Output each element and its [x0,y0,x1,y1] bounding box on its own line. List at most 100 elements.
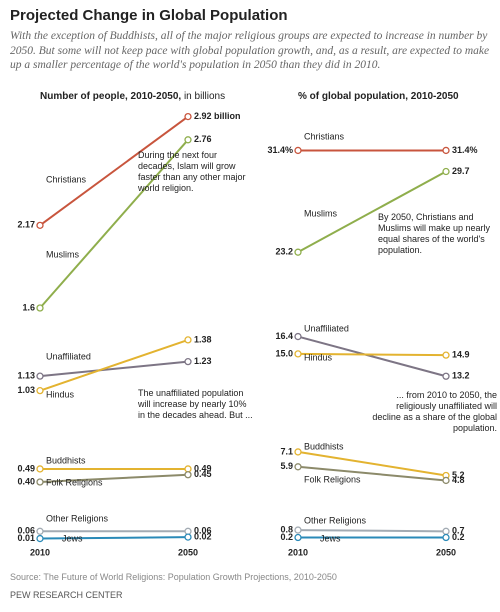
series-name: Other Religions [46,513,109,523]
panel-unit: in billions [184,91,225,102]
series-name: Jews [62,533,83,543]
value-label: 0.01 [17,533,35,543]
point [294,533,302,542]
panel-title: % of global population, 2010-2050 [298,91,459,102]
value-label: 29.7 [452,166,470,176]
value-label: 7.1 [280,446,293,456]
value-label: 0.49 [17,463,35,473]
value-label: 15.0 [275,348,293,358]
point [294,332,302,341]
point [36,527,44,535]
series-name: Christians [46,174,87,184]
point [184,527,192,535]
point [442,527,450,535]
panel-title-main: % of global population, 2010-2050 [298,91,459,102]
value-label: 5.2 [452,470,465,480]
value-label: 0.06 [17,526,35,536]
value-label: 1.13 [17,371,35,381]
series-name: Muslims [46,249,79,259]
point [184,112,192,121]
value-label: 1.23 [194,356,212,366]
point [442,533,450,542]
series-line [297,529,447,533]
annotation: By 2050, Christians and Muslims will mak… [378,212,491,255]
org: PEW RESEARCH CENTER [10,590,123,600]
point [36,534,44,543]
value-label: 16.4 [275,331,293,341]
series-line [297,352,447,357]
series-name: Muslims [304,208,337,218]
point [36,465,44,473]
value-label: 14.9 [452,350,470,360]
value-label: 0.06 [194,526,212,536]
point [442,167,450,176]
series-line [297,465,447,482]
series-name: Jews [320,533,341,543]
point [294,146,302,155]
annotation: The unaffiliated population will increas… [138,388,253,420]
value-label: 0.8 [280,524,293,534]
point [36,478,44,486]
value-label: 1.38 [194,334,212,344]
point [294,463,302,471]
value-label: 0.02 [194,531,212,541]
series-name: Christians [304,131,345,141]
series-name: Hindus [46,389,75,399]
value-label: 2.17 [17,220,35,230]
point [184,465,192,473]
point [294,248,302,256]
series-name: Folk Religions [304,474,361,484]
series-name: Buddhists [46,455,86,465]
value-label: 0.2 [452,532,465,542]
x-tick-label: 2050 [178,547,198,557]
point [184,336,192,344]
point [294,526,302,534]
point [442,351,450,359]
value-label: 2.92 billion [194,111,241,121]
panel-title-main: Number of people, 2010-2050, [40,91,181,102]
annotation: ... from 2010 to 2050, the religiously u… [372,390,497,433]
value-label: 1.6 [22,302,35,312]
series-line [297,450,447,477]
point [36,304,44,312]
series-line [39,139,189,309]
series-line [39,536,189,540]
value-label: 0.40 [17,476,35,486]
source: Source: The Future of World Religions: P… [10,572,337,582]
point [442,372,450,380]
value-label: 5.9 [280,461,293,471]
page-title: Projected Change in Global Population [10,7,288,24]
value-label: 0.7 [452,526,465,536]
series-name: Hindus [304,352,333,362]
point [442,146,450,155]
annotation: During the next four decades, Islam will… [138,150,246,193]
series-name: Other Religions [304,515,367,525]
x-tick-label: 2010 [30,547,50,557]
point [36,386,44,395]
series-name: Unaffiliated [304,323,349,333]
point [184,357,192,366]
value-label: 0.2 [280,532,293,542]
point [184,471,192,479]
series-name: Buddhists [304,441,344,451]
series-name: Folk Religions [46,477,103,487]
x-tick-label: 2010 [288,547,308,557]
value-label: 13.2 [452,371,470,381]
value-label: 2.76 [194,134,212,144]
value-label: 4.8 [452,475,465,485]
page-subtitle: With the exception of Buddhists, all of … [10,30,490,71]
series-line [39,473,189,483]
value-label: 1.03 [17,385,35,395]
point [294,350,302,358]
value-label: 0.45 [194,469,212,479]
point [294,448,302,456]
series-name: Unaffiliated [46,351,91,361]
value-label: 31.4% [267,145,293,155]
series-line [297,335,447,378]
value-label: 31.4% [452,145,478,155]
point [184,533,192,541]
series-line [39,115,189,227]
point [442,476,450,485]
